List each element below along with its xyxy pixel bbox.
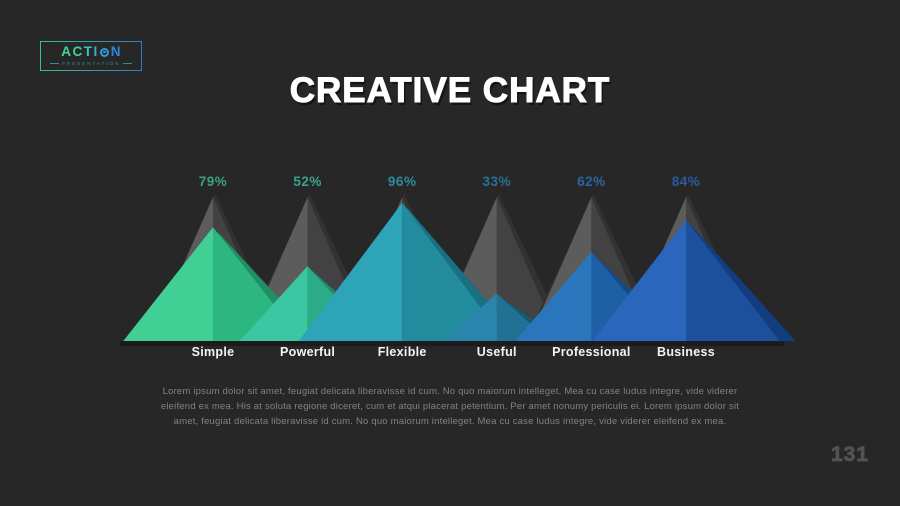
category-label-powerful: Powerful (280, 345, 336, 359)
logo-letter: N (110, 44, 122, 59)
logo-letter: A (61, 44, 72, 59)
value-pyramid-useful-left-face (444, 293, 497, 341)
value-pyramid-simple-right-face (213, 227, 303, 341)
logo-letter: C (72, 44, 83, 59)
value-label-simple: 79% (198, 174, 228, 189)
value-label-business: 84% (671, 174, 701, 189)
value-label-powerful: 52% (293, 174, 322, 189)
value-pyramid-flexible-left-face (298, 202, 403, 341)
ground-shadow-strip (120, 341, 784, 346)
category-label-professional: Professional (552, 345, 631, 359)
value-pyramid-powerful-left-face (239, 266, 308, 341)
logo-letter: T (83, 44, 93, 59)
logo-letter: I (93, 44, 98, 59)
category-label-useful: Useful (476, 345, 517, 359)
value-label-flexible: 96% (387, 174, 417, 189)
value-pyramid-simple-left-face (123, 227, 213, 341)
value-pyramid-flexible-right-face (402, 202, 506, 341)
value-label-professional: 62% (577, 174, 606, 189)
value-pyramid-business-left-face (592, 220, 686, 341)
page-number: 131 (830, 443, 869, 467)
value-pyramid-professional-left-face (515, 251, 592, 341)
category-label-business: Business (657, 345, 715, 359)
value-label-useful: 33% (482, 174, 512, 189)
logo-tagline: PRESENTATION (50, 61, 132, 66)
logo-letter-o-dot (103, 50, 106, 54)
value-pyramid-business-right-face (686, 220, 780, 341)
category-label-flexible: Flexible (377, 345, 427, 359)
category-label-simple: Simple (191, 345, 235, 359)
body-text: Lorem ipsum dolor sit amet, feugiat deli… (160, 386, 740, 427)
slide-title: CREATIVE CHART (289, 71, 611, 111)
logo-letter-o-ring-icon (99, 47, 109, 57)
